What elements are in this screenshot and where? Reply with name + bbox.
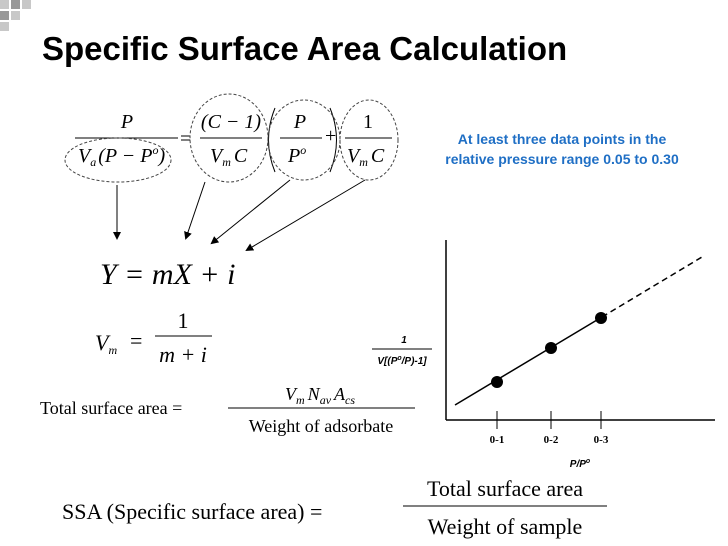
- eq-text: Vm C: [347, 145, 385, 169]
- fit-line: [454, 316, 603, 406]
- linear-equation: Y = mX + i: [100, 258, 236, 291]
- data-point: [491, 376, 503, 388]
- eq-part: m: [222, 155, 231, 169]
- eq-part: V: [78, 145, 93, 167]
- title: Specific Surface Area Calculation: [42, 30, 567, 67]
- eq-part: V: [347, 145, 362, 167]
- eq-part: V: [285, 384, 298, 404]
- fit-extension: [601, 256, 703, 318]
- data-point: [595, 312, 607, 324]
- eq-part: ): [157, 145, 165, 167]
- eq-part: o: [152, 143, 158, 157]
- y-axis-label: 1 V[(Po/P)-1]: [372, 335, 432, 367]
- eq-part: A: [333, 384, 346, 404]
- eq-part: P: [287, 145, 300, 167]
- eq-text: =: [180, 128, 191, 150]
- eq-text: 1: [363, 111, 373, 133]
- data-point: [545, 342, 557, 354]
- eq-part: cs: [345, 393, 355, 407]
- corner-decoration: [0, 0, 31, 31]
- eq-part: N: [307, 384, 321, 404]
- eq-part: V: [95, 330, 111, 355]
- eq-text: +: [325, 125, 336, 147]
- tsa-equation: Total surface area = Vm Nav Acs Weight of …: [40, 384, 415, 436]
- eq-part: V[(P: [377, 356, 397, 367]
- x-tick-label: 0-3: [594, 434, 609, 446]
- note-line: relative pressure range 0.05 to 0.30: [445, 151, 679, 167]
- eq-part: o: [397, 355, 402, 362]
- bet-equation: P Va (P − Po) = (C − 1) Vm C P Po + 1 Vm C: [75, 107, 392, 173]
- vm-equation: Vm = 1 m + i: [95, 308, 212, 367]
- eq-part: P/P: [570, 459, 586, 470]
- parentheses: [268, 107, 337, 173]
- eq-part: m: [108, 343, 117, 357]
- eq-text: Vm C: [210, 145, 248, 169]
- eq-part: (P − P: [98, 145, 152, 167]
- eq-part: a: [90, 155, 96, 169]
- eq-text: Vm Nav Acs: [285, 384, 355, 407]
- bet-plot: 0-1 0-2 0-3 P/Po 1 V[(Po/P)-1]: [372, 240, 715, 470]
- eq-text: Po: [287, 143, 306, 167]
- x-tick-label: 0-1: [490, 434, 505, 446]
- eq-text: m + i: [159, 342, 207, 367]
- eq-text: P: [293, 111, 306, 133]
- eq-part: /P)-1]: [401, 356, 428, 367]
- eq-text: Vm: [95, 330, 117, 357]
- eq-text: P: [120, 111, 133, 133]
- eq-part: av: [320, 393, 332, 407]
- x-ticks: [496, 411, 602, 429]
- arrows: [113, 179, 366, 252]
- eq-part: o: [300, 143, 306, 157]
- eq-text: Va (P − Po): [78, 143, 165, 169]
- eq-text: Total surface area =: [40, 398, 182, 418]
- ssa-equation: SSA (Specific surface area) = Total surf…: [62, 476, 607, 539]
- eq-part: m: [296, 393, 305, 407]
- x-axis-label: P/Po: [570, 458, 591, 470]
- eq-part: V: [210, 145, 225, 167]
- note: At least three data points in the relati…: [445, 131, 679, 167]
- eq-text: Weight of sample: [428, 514, 583, 539]
- eq-part: C: [371, 145, 385, 167]
- eq-text: 1: [178, 308, 189, 333]
- eq-part: m: [359, 155, 368, 169]
- highlight-ellipses: [64, 93, 399, 183]
- x-tick-label: 0-2: [544, 434, 559, 446]
- eq-text: (C − 1): [201, 111, 261, 133]
- eq-text: =: [130, 328, 142, 353]
- eq-text: SSA (Specific surface area) =: [62, 499, 322, 524]
- eq-text: Weight of adsorbate: [249, 416, 394, 436]
- eq-part: o: [586, 458, 591, 465]
- eq-part: C: [234, 145, 248, 167]
- eq-text: Total surface area: [427, 476, 583, 501]
- note-line: At least three data points in the: [458, 131, 667, 147]
- y-label-part: V[(Po/P)-1]: [377, 355, 427, 367]
- y-label-part: 1: [401, 335, 407, 346]
